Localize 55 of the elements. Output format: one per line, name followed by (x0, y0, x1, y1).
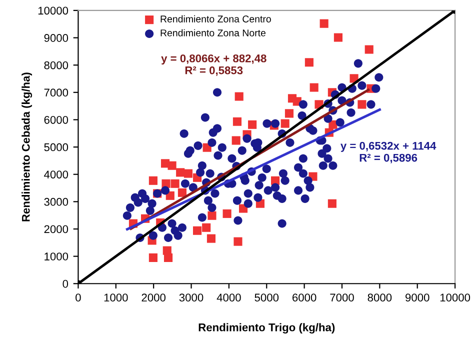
point (248, 120, 257, 129)
point (232, 136, 240, 145)
x-tick-label: 6000 (292, 294, 316, 302)
y-tick-label: 3000 (44, 198, 68, 206)
x-axis-title: Rendimiento Trigo (kg/ha) (198, 323, 335, 334)
y-tick-label: 6000 (44, 116, 68, 124)
point (193, 226, 202, 235)
point (328, 199, 336, 208)
point (234, 92, 244, 101)
point (304, 58, 314, 67)
point (170, 179, 180, 188)
point (148, 253, 158, 262)
y-tick-label: 1000 (44, 252, 68, 260)
point (310, 83, 318, 92)
point (184, 169, 193, 178)
point (284, 109, 294, 118)
y-tick-label: 5000 (44, 143, 68, 152)
y-tick-label: 7000 (44, 88, 68, 97)
annotation: y = 0,6532x + 1144 R² = 0,5896 (340, 142, 436, 164)
point (202, 223, 211, 232)
point (164, 253, 173, 262)
point (206, 234, 216, 243)
point (280, 119, 290, 128)
point (364, 45, 374, 54)
x-tick-label: 0 (76, 294, 81, 302)
point (176, 168, 185, 177)
point (232, 117, 242, 126)
x-tick-label: 5000 (254, 294, 279, 302)
point (334, 33, 343, 42)
legend-label: Rendimiento Zona Centro (160, 15, 271, 22)
y-tick-label: 9000 (44, 34, 68, 42)
x-tick-label: 9000 (406, 294, 430, 302)
x-tick-label: 3000 (179, 294, 204, 302)
y-axis-title: Rendimiento Cebada (kg/ha) (22, 72, 32, 222)
x-tick-label: 2000 (142, 294, 166, 302)
point (234, 237, 242, 246)
point (222, 209, 232, 218)
legend-label: Rendimiento Zona Norte (160, 29, 266, 36)
y-tick-label: 8000 (44, 61, 68, 70)
y-tick-label: 4000 (44, 170, 68, 178)
point (358, 100, 366, 109)
point (168, 161, 176, 170)
y-tick-label: 10000 (38, 6, 68, 15)
point (320, 19, 328, 28)
point (148, 176, 158, 185)
x-tick-label: 8000 (368, 294, 392, 302)
x-tick-label: 7000 (330, 294, 354, 302)
point (178, 188, 186, 197)
y-tick-label: 0 (62, 280, 68, 288)
point (208, 211, 216, 220)
x-tick-label: 4000 (216, 294, 241, 302)
x-tick-label: 10000 (440, 294, 470, 302)
annotation: y = 0,8066x + 882,48 R² = 0,5853 (161, 54, 266, 76)
x-tick-label: 1000 (104, 294, 128, 302)
y-tick-label: 2000 (44, 225, 68, 234)
